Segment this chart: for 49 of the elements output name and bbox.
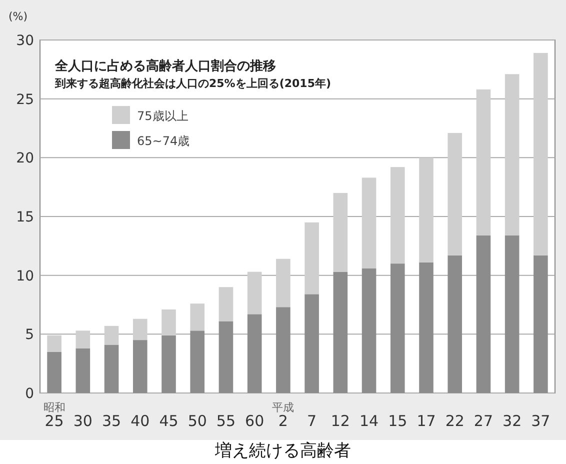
x-tick-label: 17	[416, 412, 436, 430]
legend-label: 65~74歳	[137, 134, 190, 148]
bar	[390, 167, 405, 264]
bar	[504, 74, 520, 236]
x-tick-label: 27	[474, 412, 494, 430]
y-axis-title: (%)	[8, 10, 28, 23]
text: 到来する超高齢化社会は人口の25%を上回る(2015年)	[54, 77, 331, 90]
bar	[247, 272, 262, 314]
x-tick-label: 45	[159, 412, 178, 430]
x-tick-label: 平成 2	[272, 401, 294, 430]
x-tick-label: 55	[216, 412, 236, 430]
bar	[476, 89, 491, 236]
bar	[362, 178, 376, 268]
bar	[190, 304, 205, 331]
legend-label: 75歳以上	[137, 109, 188, 123]
y-tick-label: 30	[16, 33, 34, 49]
text: 増え続ける高齢者	[214, 441, 351, 461]
bar	[419, 158, 434, 262]
x-tick-label: 22	[445, 412, 464, 430]
x-tick-label: 50	[188, 412, 207, 430]
bar	[448, 132, 462, 256]
x-tick-label: 60	[245, 412, 264, 430]
bar	[104, 326, 119, 345]
x-tick-label: 37	[531, 412, 550, 430]
y-tick-label: 15	[16, 210, 34, 226]
text: 全人口に占める高齢者人口割合の推移	[54, 58, 276, 74]
y-tick-label: 25	[16, 92, 34, 108]
bar	[276, 258, 290, 308]
y-tick-label: 0	[25, 386, 34, 402]
y-tick-label: 5	[25, 327, 34, 344]
x-tick-label: 15	[388, 412, 408, 430]
bar	[534, 52, 548, 256]
x-tick-label: 7	[307, 412, 317, 430]
y-tick-label: 20	[16, 150, 34, 167]
bar	[47, 335, 62, 352]
bar	[333, 192, 348, 272]
y-tick-label: 10	[16, 268, 34, 284]
bar	[76, 330, 90, 348]
x-tick-label: 32	[502, 412, 522, 430]
x-tick-label: 35	[102, 412, 122, 430]
x-tick-label: 昭和 25	[43, 401, 66, 430]
x-tick-label: 14	[359, 412, 379, 430]
x-tick-label: 30	[73, 412, 92, 430]
x-tick-label: 40	[130, 412, 150, 430]
bar	[304, 222, 319, 294]
bar	[218, 287, 234, 322]
bar	[132, 318, 148, 340]
bar	[162, 309, 176, 336]
x-tick-label: 12	[330, 412, 350, 430]
